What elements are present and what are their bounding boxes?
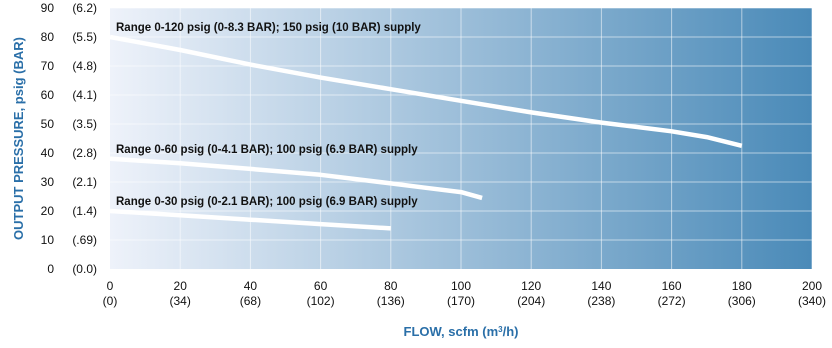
x-tick-label: 180 <box>732 279 752 293</box>
y-tick-sublabel: (2.1) <box>72 175 97 189</box>
y-tick-label: 10 <box>41 233 55 247</box>
y-tick-label: 70 <box>41 59 55 73</box>
series-line-3 <box>109 208 391 231</box>
x-axis-ticks: 0(0) 20(34) 40(68) 60(102) 80(136) 100(170) 12… <box>103 279 826 308</box>
x-tick-sublabel: (340) <box>798 294 826 308</box>
x-tick-label: 200 <box>802 279 822 293</box>
y-tick-label: 20 <box>41 204 55 218</box>
y-tick-sublabel: (4.1) <box>72 88 97 102</box>
y-tick-label: 30 <box>41 175 55 189</box>
x-tick-label: 60 <box>314 279 328 293</box>
y-axis-title: OUTPUT PRESSURE, psig (BAR) <box>11 37 26 240</box>
x-tick-label: 40 <box>244 279 258 293</box>
x-tick-sublabel: (68) <box>240 294 261 308</box>
x-axis-title: FLOW, scfm (m3/h) <box>404 324 519 339</box>
y-tick-label: 40 <box>41 146 55 160</box>
x-tick-label: 120 <box>521 279 541 293</box>
x-axis-title-sup: 3 <box>498 325 503 334</box>
y-tick-sublabel: (2.8) <box>72 146 97 160</box>
y-tick-sublabel: (0.0) <box>72 262 97 276</box>
grid-lines <box>110 7 813 269</box>
y-tick-sublabel: (4.8) <box>72 59 97 73</box>
x-tick-label: 0 <box>107 279 114 293</box>
y-tick-sublabel: (3.5) <box>72 117 97 131</box>
x-tick-label: 100 <box>451 279 471 293</box>
x-tick-label: 160 <box>662 279 682 293</box>
y-tick-label: 50 <box>41 117 55 131</box>
y-tick-label: 0 <box>47 262 54 276</box>
x-tick-sublabel: (204) <box>517 294 545 308</box>
x-tick-sublabel: (136) <box>377 294 405 308</box>
x-tick-label: 80 <box>384 279 398 293</box>
y-tick-label: 80 <box>41 30 55 44</box>
y-tick-sublabel: (5.5) <box>72 30 97 44</box>
x-axis-title-end: /h) <box>503 324 519 339</box>
x-tick-sublabel: (238) <box>587 294 615 308</box>
y-tick-label: 90 <box>41 1 55 15</box>
series-label-2: Range 0-60 psig (0-4.1 BAR); 100 psig (6… <box>116 144 418 156</box>
y-tick-sublabel: (.69) <box>72 233 97 247</box>
y-axis-ticks: 0 (0.0) 10 (.69) 20 (1.4) 30 (2.1) 40 (2.8) 50 (3.5… <box>41 1 97 276</box>
y-tick-sublabel: (1.4) <box>72 204 97 218</box>
x-tick-sublabel: (306) <box>728 294 756 308</box>
series-labels: Range 0-120 psig (0-8.3 BAR); 150 psig (… <box>116 22 421 208</box>
series-label-3: Range 0-30 psig (0-2.1 BAR); 100 psig (6… <box>116 196 418 208</box>
x-tick-label: 20 <box>174 279 188 293</box>
x-tick-sublabel: (272) <box>658 294 686 308</box>
y-tick-sublabel: (6.2) <box>72 1 97 15</box>
series-lines <box>109 34 743 231</box>
series-line-1 <box>109 34 743 148</box>
x-tick-sublabel: (0) <box>103 294 118 308</box>
x-tick-sublabel: (170) <box>447 294 475 308</box>
series-label-1: Range 0-120 psig (0-8.3 BAR); 150 psig (… <box>116 22 421 34</box>
x-tick-label: 140 <box>591 279 611 293</box>
x-tick-sublabel: (34) <box>170 294 191 308</box>
x-axis-title-main: FLOW, scfm (m <box>404 324 499 339</box>
y-tick-label: 60 <box>41 88 55 102</box>
x-tick-sublabel: (102) <box>307 294 335 308</box>
series-line-2 <box>109 156 483 201</box>
